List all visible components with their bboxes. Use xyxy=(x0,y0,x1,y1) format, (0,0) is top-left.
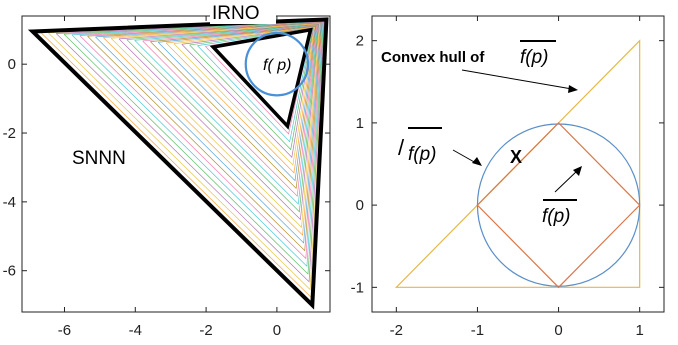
nested-curve xyxy=(150,25,317,190)
nested-curve xyxy=(118,24,320,221)
right-x-tick-label: 0 xyxy=(554,322,562,339)
nested-curve xyxy=(157,26,316,182)
nested-curve xyxy=(142,25,318,197)
nested-curve xyxy=(173,27,315,166)
irno-label-bg xyxy=(210,0,276,24)
convex-hull-label: Convex hull of xyxy=(381,49,485,66)
left-x-tick-label: 0 xyxy=(273,322,281,339)
snnn-label: SNNN xyxy=(72,148,126,169)
right-panel: -2 -1 0 1 210-1 Convex hull of f(p) / f(p) … xyxy=(351,15,665,339)
left-outer-triangle xyxy=(27,17,329,310)
convex-hull-fp: f(p) xyxy=(520,47,549,68)
right-y-tick-label: 0 xyxy=(356,197,364,214)
nested-curve xyxy=(165,26,316,174)
left-x-tick-label: -2 xyxy=(199,322,212,339)
nested-curve xyxy=(79,21,323,260)
nested-curve xyxy=(134,24,318,205)
fp-upper-arrowhead xyxy=(472,157,482,166)
convex-hull-arrowhead xyxy=(568,85,578,93)
nested-curve xyxy=(103,23,321,236)
right-y-ticks: 2 1 0 -1 xyxy=(351,33,664,296)
left-x-ticks: -6 -4 -2 0 xyxy=(58,16,281,339)
nested-curve xyxy=(87,22,322,252)
nested-curve xyxy=(71,21,324,267)
nested-curve xyxy=(110,23,320,229)
left-inner-triangle xyxy=(209,27,313,130)
left-panel: -6 -4 -2 0 0 -2 -4 -6 IRNO f( p) SNNN xyxy=(3,0,331,339)
right-y-tick-label: -1 xyxy=(351,279,364,296)
fp-label-left: f( p) xyxy=(263,57,291,74)
nested-curve xyxy=(181,27,314,159)
x-label: X xyxy=(510,147,522,167)
convex-hull-arrow xyxy=(461,69,573,90)
left-y-ticks: 0 -2 -4 -6 xyxy=(3,56,330,280)
right-x-tick-label: -1 xyxy=(471,322,484,339)
right-y-tick-label: 1 xyxy=(356,115,364,132)
fp-lower-arrow xyxy=(554,169,579,193)
fp-upper-arrow xyxy=(452,149,477,164)
left-y-tick-label: -4 xyxy=(3,194,16,211)
left-y-tick-label: -2 xyxy=(3,125,16,142)
right-x-ticks: -2 -1 0 1 xyxy=(390,16,644,339)
nested-curve xyxy=(189,28,314,151)
irno-label: IRNO xyxy=(212,3,260,24)
diamond-fp xyxy=(476,122,641,289)
left-x-tick-label: -6 xyxy=(58,322,71,339)
left-x-tick-label: -4 xyxy=(129,322,142,339)
left-axes-box xyxy=(21,15,331,313)
fp-label-upper: f(p) xyxy=(408,144,437,165)
nested-curve xyxy=(55,20,325,283)
left-y-tick-label: -6 xyxy=(3,263,16,280)
fp-lower-arrowhead xyxy=(573,166,582,176)
fp-label-lower: f(p) xyxy=(542,206,571,227)
right-x-tick-label: 1 xyxy=(635,322,643,339)
nested-curve xyxy=(95,22,322,244)
nested-curve xyxy=(126,24,319,213)
right-axes-box xyxy=(371,15,665,313)
nested-curve xyxy=(63,20,325,275)
right-x-tick-label: -2 xyxy=(390,322,403,339)
left-circle xyxy=(244,31,310,97)
fp-slash: / xyxy=(398,135,405,160)
right-y-tick-label: 2 xyxy=(356,33,364,50)
left-y-tick-label: 0 xyxy=(8,56,16,73)
